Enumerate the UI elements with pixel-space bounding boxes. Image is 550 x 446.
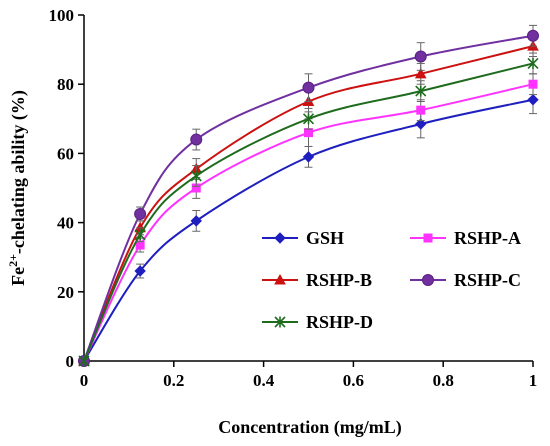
series-line-gsh	[83, 98, 534, 362]
data-point	[302, 113, 315, 125]
data-point	[414, 50, 427, 63]
data-point	[527, 29, 539, 42]
data-point	[304, 128, 313, 138]
data-point	[302, 81, 315, 94]
y-axis-title-sup: 2+	[6, 254, 20, 267]
series-line-rshp-c	[83, 34, 534, 362]
x-tick-label: 0	[80, 371, 89, 390]
x-tick-label: 0.6	[343, 371, 364, 390]
data-point	[134, 229, 146, 241]
y-axis-title: Fe2+-chelating ability (%)	[6, 90, 29, 286]
y-tick-label: 80	[57, 75, 74, 94]
legend-label: GSH	[306, 228, 344, 248]
y-tick-label: 60	[57, 144, 74, 163]
x-tick-label: 0.8	[433, 371, 454, 390]
data-point	[415, 85, 427, 97]
data-point	[414, 67, 427, 79]
y-tick-label: 40	[57, 214, 74, 233]
legend-item-rshp-c: RSHP-C	[410, 270, 521, 290]
x-tick-label: 1	[529, 371, 538, 390]
series-line-rshp-a	[83, 83, 534, 362]
legend-label: RSHP-C	[454, 270, 521, 290]
legend-item-rshp-d: RSHP-D	[262, 312, 373, 332]
data-point	[190, 215, 202, 227]
data-point	[527, 57, 539, 70]
series-layer	[78, 24, 539, 367]
legend-item-gsh: GSH	[262, 228, 344, 248]
series-line-rshp-b	[83, 45, 534, 362]
legend-label: RSHP-A	[454, 228, 521, 248]
data-point	[78, 355, 90, 367]
x-tick-label: 0.2	[163, 371, 184, 390]
legend-marker	[423, 233, 433, 243]
legend-marker	[422, 274, 434, 286]
y-axis-title-suffix: -chelating ability (%)	[8, 90, 29, 254]
x-tick-label: 0.4	[253, 371, 275, 390]
data-point	[302, 151, 315, 163]
data-point	[415, 118, 427, 130]
y-tick-label: 100	[49, 6, 75, 25]
legend-marker	[274, 316, 286, 328]
data-point	[134, 265, 146, 277]
legend-label: RSHP-B	[306, 270, 372, 290]
data-point	[527, 94, 539, 106]
legend-label: RSHP-D	[306, 312, 373, 332]
series-rshp-d	[78, 52, 539, 367]
data-point	[134, 207, 147, 220]
axes: 0 0.2 0.4 0.6 0.8 1 0 20 40 60 80 100	[49, 6, 538, 390]
legend-marker	[274, 273, 286, 285]
y-axis-title-prefix: Fe	[8, 267, 28, 286]
data-point	[190, 133, 203, 146]
data-point	[135, 240, 145, 250]
y-tick-label: 20	[57, 283, 74, 302]
legend: GSH RSHP-A RSHP-B RSHP-C RSHP-D	[262, 228, 521, 332]
series-line-rshp-d	[83, 62, 534, 362]
x-axis-title: Concentration (mg/mL)	[218, 417, 401, 438]
data-point	[416, 105, 426, 115]
legend-item-rshp-b: RSHP-B	[262, 270, 372, 290]
legend-item-rshp-a: RSHP-A	[410, 228, 521, 248]
legend-marker	[274, 232, 286, 244]
data-point	[190, 170, 202, 182]
data-point	[528, 79, 538, 89]
y-tick-label: 0	[66, 352, 75, 371]
